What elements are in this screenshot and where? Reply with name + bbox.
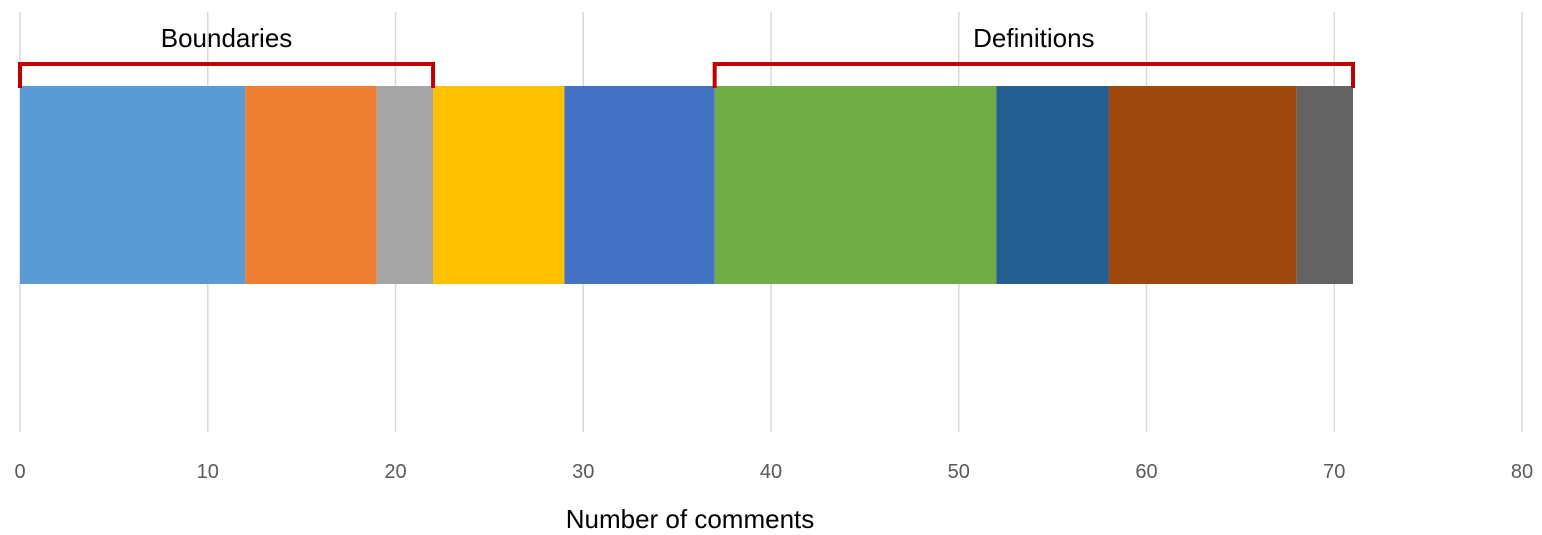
bar-segment-7 bbox=[996, 86, 1109, 284]
bar-segments bbox=[20, 86, 1354, 284]
x-axis-title: Number of comments bbox=[566, 504, 815, 534]
bar-segment-9 bbox=[1296, 86, 1354, 284]
bracket-boundaries bbox=[18, 62, 436, 88]
bar-segment-4 bbox=[433, 86, 565, 284]
x-tick-label-10: 10 bbox=[197, 461, 219, 483]
x-tick-label-40: 40 bbox=[760, 461, 782, 483]
bar-segment-2 bbox=[245, 86, 377, 284]
x-axis-tick-labels: 0 10 20 30 40 50 60 70 80 bbox=[14, 461, 1533, 483]
bracket-label-definitions: Definitions bbox=[973, 23, 1094, 53]
bar-segment-6 bbox=[714, 86, 997, 284]
x-tick-label-50: 50 bbox=[948, 461, 970, 483]
x-tick-label-0: 0 bbox=[14, 461, 25, 483]
x-tick-label-60: 60 bbox=[1135, 461, 1157, 483]
x-tick-label-70: 70 bbox=[1323, 461, 1345, 483]
x-tick-label-80: 80 bbox=[1511, 461, 1533, 483]
bar-segment-1 bbox=[20, 86, 246, 284]
bar-segment-3 bbox=[376, 86, 434, 284]
bar-segment-5 bbox=[564, 86, 715, 284]
x-tick-label-20: 20 bbox=[384, 461, 406, 483]
annotation-brackets: Boundaries Definitions bbox=[18, 23, 1356, 88]
bracket-definitions bbox=[712, 62, 1356, 88]
bracket-label-boundaries: Boundaries bbox=[161, 23, 293, 53]
x-tick-label-30: 30 bbox=[572, 461, 594, 483]
bar-segment-8 bbox=[1108, 86, 1297, 284]
